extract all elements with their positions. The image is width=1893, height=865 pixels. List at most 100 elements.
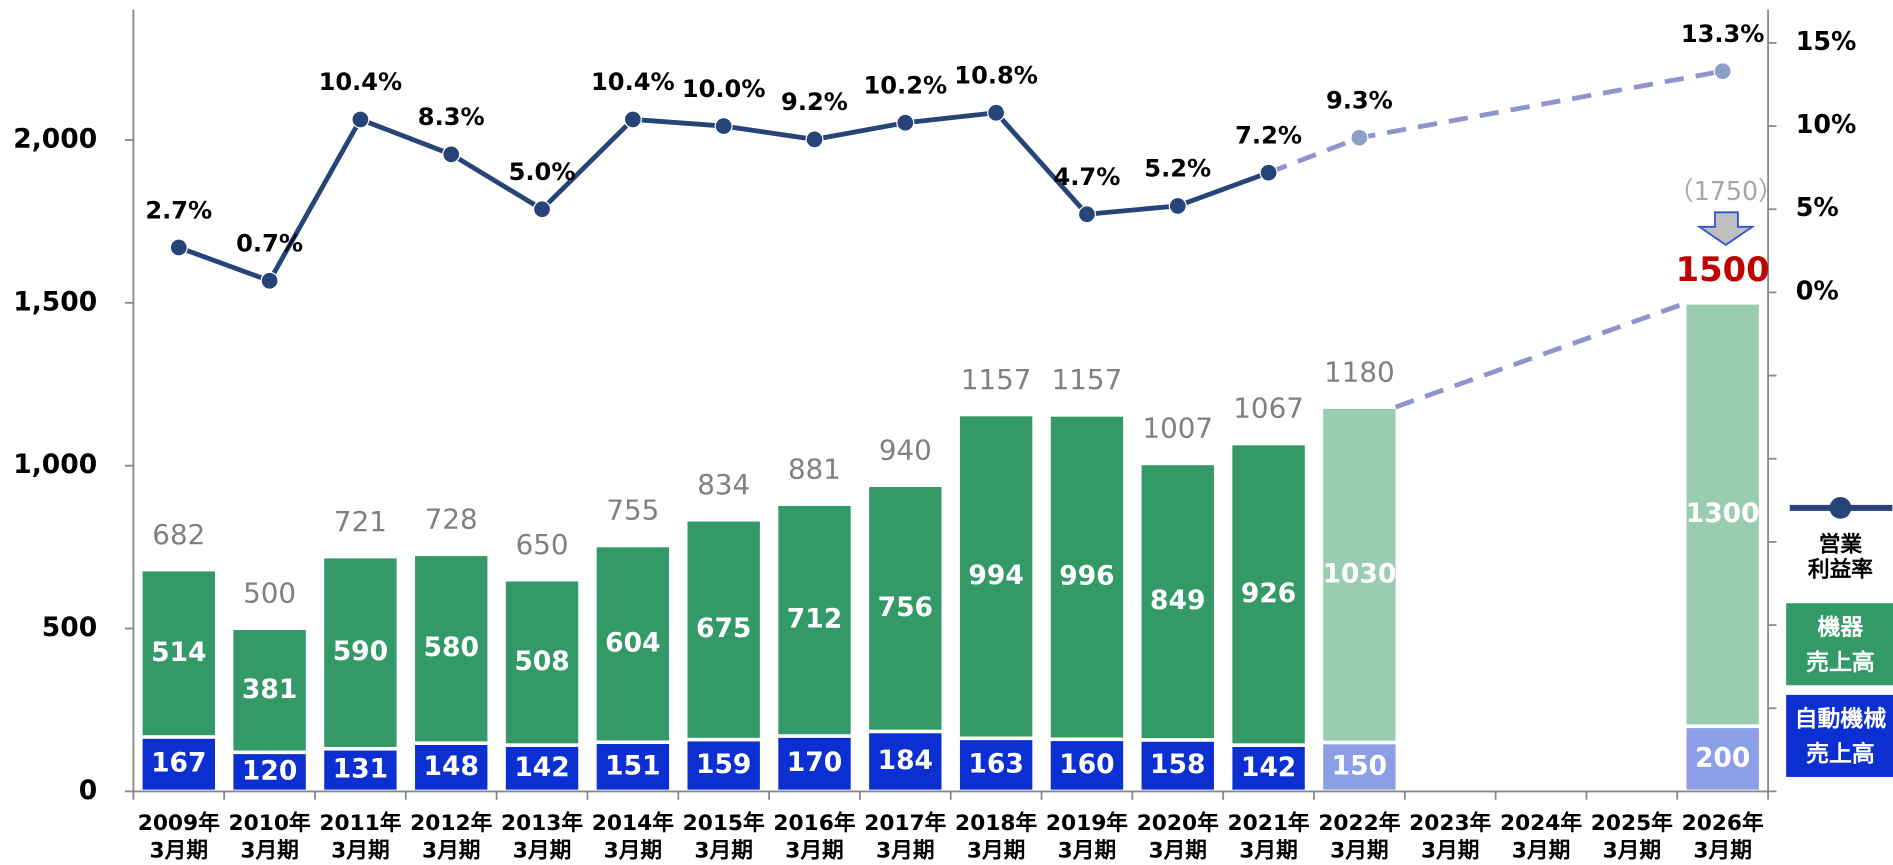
segment-label: 849 [1150,585,1205,616]
legend-label: 営業 [1819,531,1863,557]
segment-label: 508 [514,646,569,677]
total-label: 881 [788,452,841,485]
segment-label: 151 [605,750,660,781]
y-tick-label: 0 [79,775,97,806]
x-tick-label: 2026年 [1682,810,1764,836]
line-point [169,238,188,257]
x-tick-label: 2012年 [410,810,492,836]
bar-segment [596,744,670,790]
legend-swatch [1786,603,1893,686]
line-point [442,145,461,164]
line-point [351,110,370,129]
bar-segment [1050,741,1124,790]
y2-tick-label: 15% [1796,26,1857,56]
x-tick-label: 2022年 [1318,810,1400,836]
annotation: （1750） [1668,176,1783,206]
line-point [1077,205,1096,224]
point-label: 9.2% [781,88,848,116]
point-label: 2.7% [145,196,212,224]
x-tick-label: 3月期 [1149,839,1208,864]
bar-segment [959,740,1033,790]
x-tick-label: 2017年 [864,810,946,836]
segment-label: 1300 [1686,498,1760,529]
segment-label: 150 [1332,750,1387,781]
total-label: 650 [516,528,569,561]
point-label: 10.4% [591,68,675,96]
segment-label: 996 [1059,561,1114,592]
x-tick-label: 2023年 [1409,810,1491,836]
segment-label: 170 [787,747,842,778]
x-tick-label: 2025年 [1591,810,1673,836]
bar-segment [233,754,306,790]
segment-label: 167 [151,748,206,779]
x-tick-label: 3月期 [694,839,753,864]
segment-label: 514 [151,637,206,668]
line-point [805,130,824,149]
legend-label: 利益率 [1808,557,1873,583]
segment-label: 994 [968,560,1023,591]
y2-tick-label: 10% [1796,109,1857,139]
total-label: 682 [152,518,205,551]
bar-segment [1686,728,1759,790]
bar-segment [324,558,397,747]
x-tick-label: 2014年 [592,810,674,836]
point-label: 8.3% [418,103,485,131]
segment-label: 1030 [1322,558,1396,589]
segment-label: 163 [968,748,1023,779]
bar-segment [596,547,670,741]
y-tick-label: 2,000 [13,123,97,154]
segment-label: 142 [1241,752,1296,783]
bar-segment [1323,408,1396,741]
legend-label: 機器 [1818,615,1865,641]
total-label: 1007 [1142,412,1213,445]
segment-label: 159 [696,749,751,780]
segment-label: 590 [333,636,388,667]
x-tick-label: 3月期 [1058,839,1117,864]
bar-segment [324,750,397,790]
point-label: 10.4% [319,68,403,96]
total-label: 834 [697,468,750,501]
bar-segment [1232,445,1305,744]
bar-segment [959,416,1033,737]
y2-tick-label: 0% [1796,275,1839,305]
x-tick-label: 3月期 [150,839,209,864]
total-label: 755 [606,494,659,527]
point-label: 4.7% [1054,163,1121,191]
x-tick-label: 2013年 [501,810,583,836]
x-tick-label: 3月期 [1239,839,1298,864]
total-label: 728 [425,502,478,535]
bar-segment [869,487,942,730]
point-label: 5.2% [1144,155,1211,183]
point-label: 5.0% [509,158,576,186]
line-point [260,271,279,290]
bar-segment [233,630,306,751]
x-tick-label: 2024年 [1500,810,1582,836]
segment-label: 131 [333,754,388,785]
line-point [1713,62,1732,81]
total-label: 1500 [1676,250,1770,289]
point-label: 10.0% [682,75,766,103]
line-point [1350,128,1369,147]
bar-segment [1686,304,1759,725]
x-tick-label: 2010年 [229,810,311,836]
x-tick-label: 3月期 [1512,839,1571,864]
x-tick-label: 3月期 [1421,839,1480,864]
total-label: 1067 [1233,392,1304,425]
point-label: 10.2% [863,72,947,100]
bar-segment [415,745,488,790]
x-tick-label: 3月期 [422,839,481,864]
point-label: 0.7% [236,230,303,258]
segment-label: 158 [1150,749,1205,780]
total-label: 500 [243,576,296,609]
bar-segment [778,737,851,790]
x-tick-label: 3月期 [785,839,844,864]
bar-segment [778,505,851,735]
legend-swatch [1786,694,1893,777]
total-label: 1157 [1052,363,1123,396]
bar-segment [687,521,760,738]
total-label: 940 [879,433,932,466]
bar-segment [505,746,579,790]
bar-segment [142,738,215,790]
bar-segment [1141,465,1214,739]
